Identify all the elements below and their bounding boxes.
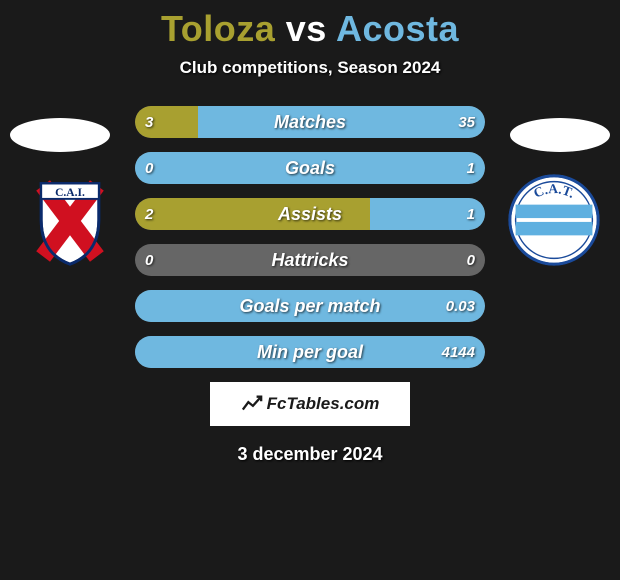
bar-row: 4144Min per goal [135, 336, 485, 368]
left-team-ellipse [10, 118, 110, 152]
bar-row: 21Assists [135, 198, 485, 230]
bar-row: 0.03Goals per match [135, 290, 485, 322]
crest-icon: C.A.T. [506, 172, 602, 268]
bar-label: Assists [135, 198, 485, 230]
bar-row: 00Hattricks [135, 244, 485, 276]
brand-text: FcTables.com [267, 394, 380, 414]
bar-label: Min per goal [135, 336, 485, 368]
date-text: 3 december 2024 [0, 444, 620, 465]
brand-badge[interactable]: FcTables.com [210, 382, 410, 426]
bar-label: Goals per match [135, 290, 485, 322]
bar-row: 01Goals [135, 152, 485, 184]
left-team-logo: C.A.I. [22, 172, 118, 268]
right-team-ellipse [510, 118, 610, 152]
subtitle: Club competitions, Season 2024 [0, 58, 620, 78]
title-left: Toloza [161, 8, 275, 49]
comparison-bars: 335Matches 01Goals 21Assists 00Hattricks 0.0… [135, 106, 485, 368]
bar-label: Goals [135, 152, 485, 184]
title-vs: vs [286, 8, 327, 49]
chart-icon [241, 393, 263, 415]
page-title: Toloza vs Acosta [0, 8, 620, 50]
bar-label: Matches [135, 106, 485, 138]
shield-icon: C.A.I. [22, 172, 118, 268]
bar-row: 335Matches [135, 106, 485, 138]
right-team-logo: C.A.T. [506, 172, 602, 268]
title-right: Acosta [336, 8, 459, 49]
bar-label: Hattricks [135, 244, 485, 276]
svg-text:C.A.I.: C.A.I. [55, 187, 85, 199]
